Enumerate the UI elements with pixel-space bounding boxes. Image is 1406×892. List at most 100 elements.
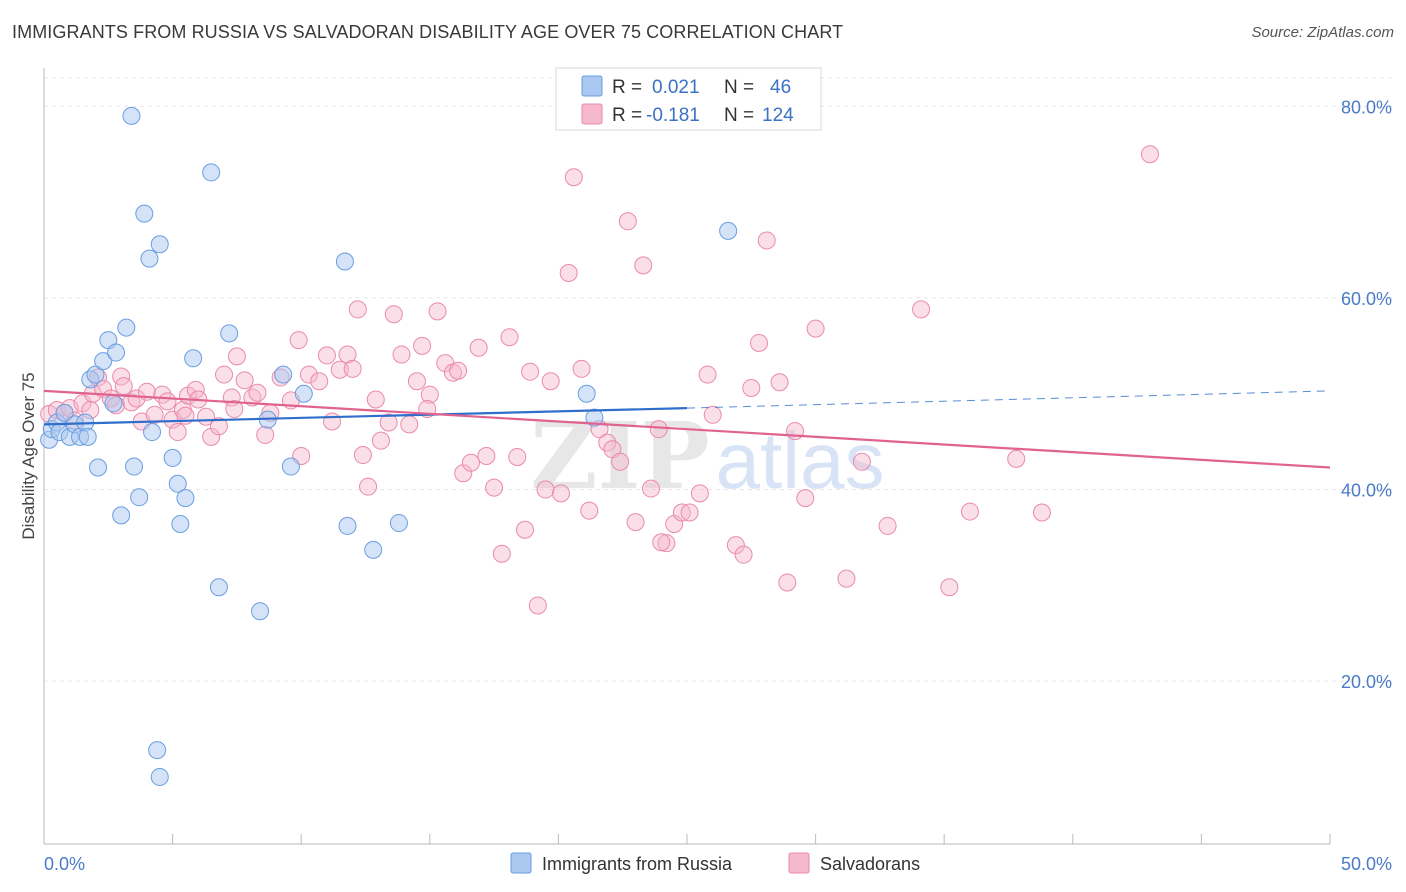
salvadoran-point [626, 513, 645, 532]
chart-title: IMMIGRANTS FROM RUSSIA VS SALVADORAN DIS… [12, 22, 844, 42]
salvadoran-point [371, 431, 390, 450]
salvadoran-point [359, 477, 378, 496]
legend-swatch-salvadorans [581, 103, 603, 125]
salvadoran-point [428, 302, 447, 321]
russia-point [577, 384, 596, 403]
russia-point [209, 578, 228, 597]
russia-point [274, 365, 293, 384]
salvadoran-point [551, 484, 570, 503]
russia-point [150, 767, 169, 786]
salvadoran-point [541, 372, 560, 391]
russia-point [294, 384, 313, 403]
x-tick-label-max: 50.0% [1341, 854, 1392, 874]
y-tick-label: 60.0% [1341, 289, 1392, 309]
axes [43, 68, 1331, 845]
salvadoran-point [726, 536, 745, 555]
x-tick-label-min: 0.0% [44, 854, 85, 874]
salvadoran-point [1007, 449, 1026, 468]
watermark-atlas: atlas [716, 416, 885, 505]
russia-point [220, 324, 239, 343]
salvadoran-point [114, 377, 133, 396]
russia-point [281, 457, 300, 476]
russia-trend-line [43, 406, 688, 426]
y-tick-label: 80.0% [1341, 97, 1392, 117]
salvadoran-point [461, 453, 480, 472]
salvadoran-point [454, 464, 473, 483]
chart-source: Source: ZipAtlas.com [1251, 24, 1394, 41]
salvadoran-point [960, 502, 979, 521]
salvadoran-point [227, 347, 246, 366]
salvadoran-point [912, 300, 931, 319]
salvadoran-point [734, 545, 753, 564]
watermark: ZIP atlas [530, 402, 884, 510]
bottom-legend-swatch-russia [510, 852, 532, 874]
salvadoran-point [940, 578, 959, 597]
salvadoran-point [145, 405, 164, 424]
salvadoran-point [353, 446, 372, 465]
legend-r-value-salvadorans: -0.181 [646, 105, 700, 126]
salvadoran-point [299, 365, 318, 384]
salvadoran-point [770, 373, 789, 392]
salvadoran-point [515, 520, 534, 539]
russia-point [130, 488, 149, 507]
salvadoran-point [235, 371, 254, 390]
salvadoran-point [528, 596, 547, 615]
russia-point [122, 106, 141, 125]
salvadoran-point [611, 452, 630, 471]
russia-point [125, 457, 144, 476]
legend-n-label-russia: N = [724, 77, 754, 98]
russia-point [251, 602, 270, 621]
salvadoran-point [413, 336, 432, 355]
salvadoran-point [878, 516, 897, 535]
bottom-legend-label-salvadorans: Salvadorans [820, 854, 920, 874]
top-legend: R = 0.021 N = 46 R = -0.181 N = 124 [555, 67, 822, 131]
salvadoran-point [680, 503, 699, 522]
salvadoran-point [572, 359, 591, 378]
salvadoran-point [690, 484, 709, 503]
russia-point [184, 349, 203, 368]
russia-trend-extension [686, 390, 1331, 409]
salvadoran-point [641, 479, 660, 498]
salvadoran-point [317, 346, 336, 365]
russia-point [335, 252, 354, 271]
russia-point [719, 221, 738, 240]
salvadoran-point [564, 168, 583, 187]
russia-point [202, 163, 221, 182]
legend-r-label-salvadorans: R = [612, 105, 642, 126]
russia-point [78, 427, 97, 446]
salvadoran-point [469, 338, 488, 357]
salvadoran-point [400, 415, 419, 434]
russia-point [117, 318, 136, 337]
salvadoran-point [449, 361, 468, 380]
salvadoran-point [852, 452, 871, 471]
salvadoran-point [536, 480, 555, 499]
legend-r-label-russia: R = [612, 77, 642, 98]
salvadoran-point [508, 447, 527, 466]
russia-point [364, 540, 383, 559]
russia-points [40, 106, 738, 786]
trend-lines [43, 389, 1331, 469]
salvadoran-point [750, 333, 769, 352]
salvadoran-point [1140, 145, 1159, 164]
salvadoran-point [338, 345, 357, 364]
bottom-legend-swatch-salvadorans [788, 852, 810, 874]
salvadoran-point [742, 378, 761, 397]
salvadoran-point [392, 345, 411, 364]
salvadoran-point [652, 533, 671, 552]
russia-point [89, 458, 108, 477]
salvadoran-point [225, 400, 244, 419]
russia-point [135, 204, 154, 223]
salvadoran-point [379, 413, 398, 432]
salvadoran-point [485, 478, 504, 497]
salvadoran-point [330, 360, 349, 379]
salvadoran-point [243, 388, 262, 407]
salvadoran-point [618, 212, 637, 231]
russia-point [86, 365, 105, 384]
salvadoran-point [215, 365, 234, 384]
russia-point [112, 506, 131, 525]
russia-point [140, 249, 159, 268]
salvadoran-point [407, 372, 426, 391]
salvadorans-trend-line [43, 389, 1331, 469]
salvadoran-point [366, 390, 385, 409]
russia-point [163, 448, 182, 467]
